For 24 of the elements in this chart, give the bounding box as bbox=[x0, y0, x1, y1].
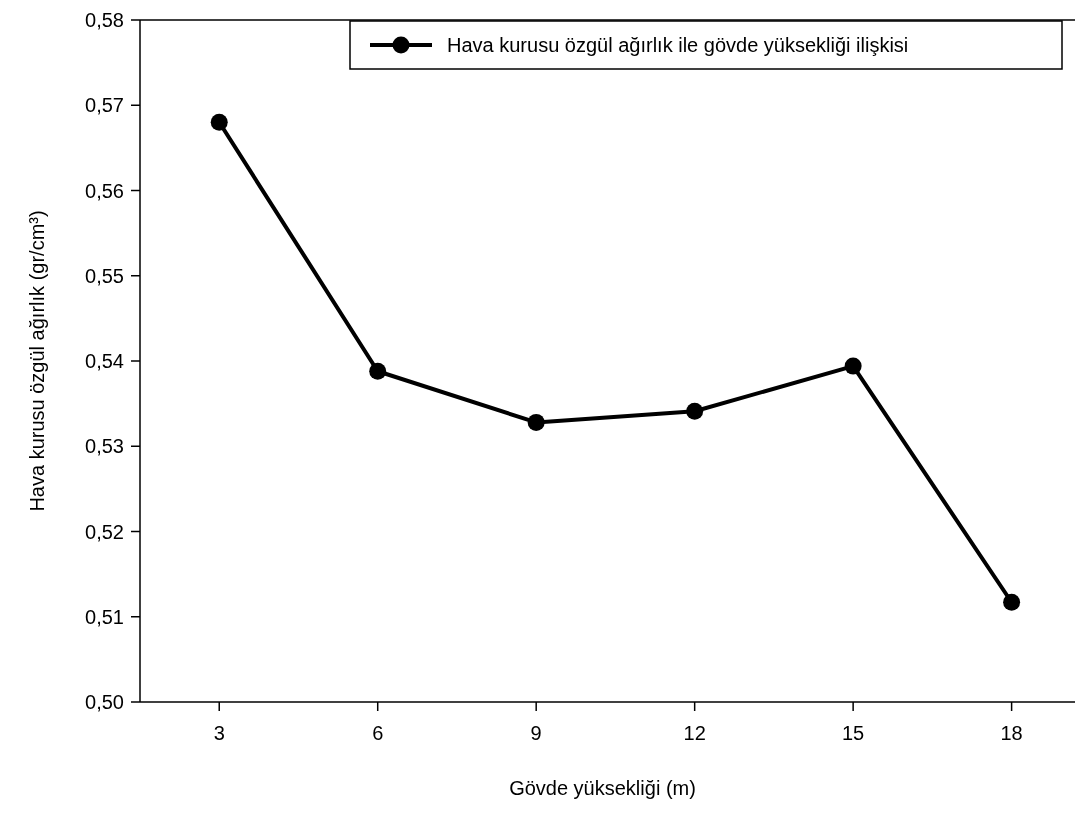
x-tick-label: 12 bbox=[683, 722, 706, 744]
y-tick-label: 0,55 bbox=[85, 264, 124, 287]
y-tick-label: 0,56 bbox=[85, 179, 124, 202]
y-axis-title: Hava kurusu özgül ağırlık (gr/cm³) bbox=[26, 210, 48, 512]
point bbox=[369, 362, 387, 380]
y-tick-label: 0,54 bbox=[85, 350, 124, 372]
point bbox=[1003, 593, 1021, 611]
x-tick-label: 3 bbox=[213, 722, 225, 744]
legend-label: Hava kurusu özgül ağırlık ile gövde yüksekliği ilişkisi bbox=[447, 34, 909, 56]
y-tick-label: 0,57 bbox=[85, 94, 124, 117]
point bbox=[844, 357, 862, 375]
y-tick-label: 0,52 bbox=[85, 520, 124, 543]
point bbox=[686, 402, 704, 420]
x-tick-label: 9 bbox=[530, 722, 542, 744]
x-tick-label: 15 bbox=[842, 722, 865, 744]
y-tick-label: 0,53 bbox=[85, 435, 124, 458]
point bbox=[210, 113, 228, 131]
point bbox=[527, 413, 545, 431]
y-tick-label: 0,58 bbox=[85, 9, 124, 31]
y-tick-label: 0,50 bbox=[85, 691, 124, 713]
y-tick-label: 0,51 bbox=[85, 605, 124, 628]
x-tick-label: 18 bbox=[1000, 722, 1023, 744]
x-tick-label: 6 bbox=[372, 722, 384, 744]
x-axis-title: Gövde yüksekliği (m) bbox=[509, 777, 696, 799]
